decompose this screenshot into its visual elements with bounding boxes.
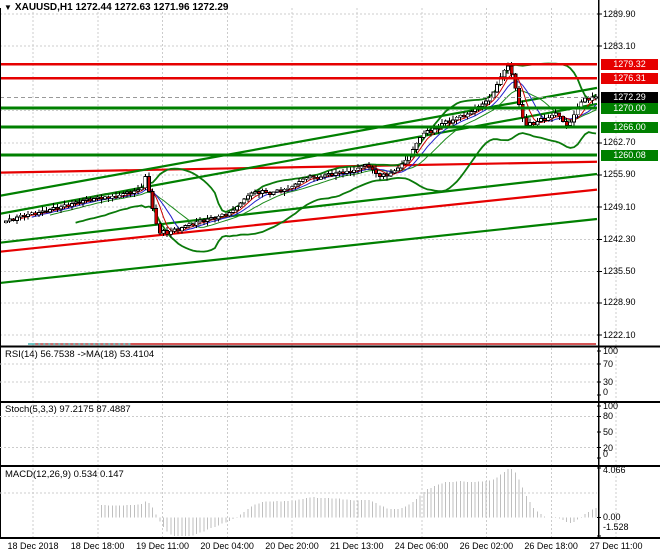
macd-indicator-label: MACD(12,26,9) 0.534 0.147 bbox=[5, 469, 124, 480]
time-axis-label: 20 Dec 20:00 bbox=[265, 541, 319, 551]
stoch-axis-label: 100 bbox=[603, 401, 619, 411]
ohlc-low: 1271.96 bbox=[153, 2, 190, 13]
time-axis-label: 26 Dec 02:00 bbox=[459, 541, 514, 551]
price-axis-label: 1289.90 bbox=[603, 8, 636, 19]
ohlc-open: 1272.44 bbox=[75, 2, 112, 13]
time-axis-label: 24 Dec 06:00 bbox=[394, 541, 449, 551]
rsi-axis-label: 100 bbox=[603, 346, 619, 356]
time-axis-label: 18 Dec 2018 bbox=[7, 541, 59, 551]
time-axis-label: 19 Dec 11:00 bbox=[136, 541, 189, 551]
macd-axis-label: 0.00 bbox=[603, 512, 621, 523]
time-axis-label: 20 Dec 04:00 bbox=[200, 541, 254, 551]
chart-title: ▼ XAUUSD,H1 1272.44 1272.63 1271.96 1272.… bbox=[4, 2, 228, 13]
time-axis-label: 26 Dec 18:00 bbox=[524, 541, 578, 551]
price-axis-label: 1283.10 bbox=[603, 40, 636, 51]
time-axis-label: 27 Dec 11:00 bbox=[589, 541, 643, 551]
stoch-indicator-label: Stoch(5,3,3) 97.2175 87.4887 bbox=[5, 404, 131, 415]
price-axis-label: 1242.30 bbox=[603, 233, 636, 244]
support-level-label: 1270.00 bbox=[601, 102, 658, 114]
resistance-level-label: 1279.32 bbox=[601, 58, 658, 70]
stoch-axis-label: 20 bbox=[603, 442, 614, 453]
price-axis-label: 1249.10 bbox=[603, 201, 636, 212]
price-axis-label: 1222.10 bbox=[603, 329, 636, 340]
rsi-axis-label: 30 bbox=[603, 376, 614, 387]
resistance-level-label: 1276.31 bbox=[601, 72, 658, 84]
time-axis-label: 18 Dec 18:00 bbox=[70, 541, 125, 551]
macd-axis-label: -1.528 bbox=[603, 522, 629, 532]
support-level-label: 1266.00 bbox=[601, 121, 658, 133]
price-axis-label: 1255.90 bbox=[603, 169, 636, 180]
current-price-label: 1272.29 bbox=[601, 91, 658, 103]
rsi-axis-label: 70 bbox=[603, 359, 614, 370]
macd-axis-label: 4.066 bbox=[603, 465, 626, 475]
price-axis-label: 1262.70 bbox=[603, 137, 636, 148]
rsi-indicator-label: RSI(14) 56.7538 ->MA(18) 53.4104 bbox=[5, 349, 155, 360]
stoch-axis-label: 0 bbox=[603, 449, 609, 459]
ohlc-close: 1272.29 bbox=[192, 2, 229, 13]
rsi-axis-label: 0 bbox=[603, 387, 609, 397]
stoch-axis-label: 80 bbox=[603, 411, 614, 422]
support-level-label: 1260.08 bbox=[601, 149, 658, 161]
price-axis-label: 1228.90 bbox=[603, 297, 636, 308]
stoch-axis-label: 50 bbox=[603, 427, 614, 437]
chevron-down-icon[interactable]: ▼ bbox=[4, 3, 12, 12]
ohlc-high: 1272.63 bbox=[114, 2, 151, 13]
time-axis-label: 21 Dec 13:00 bbox=[330, 541, 384, 551]
price-axis-label: 1235.50 bbox=[603, 266, 636, 277]
symbol-timeframe-label: XAUUSD,H1 bbox=[14, 2, 73, 13]
